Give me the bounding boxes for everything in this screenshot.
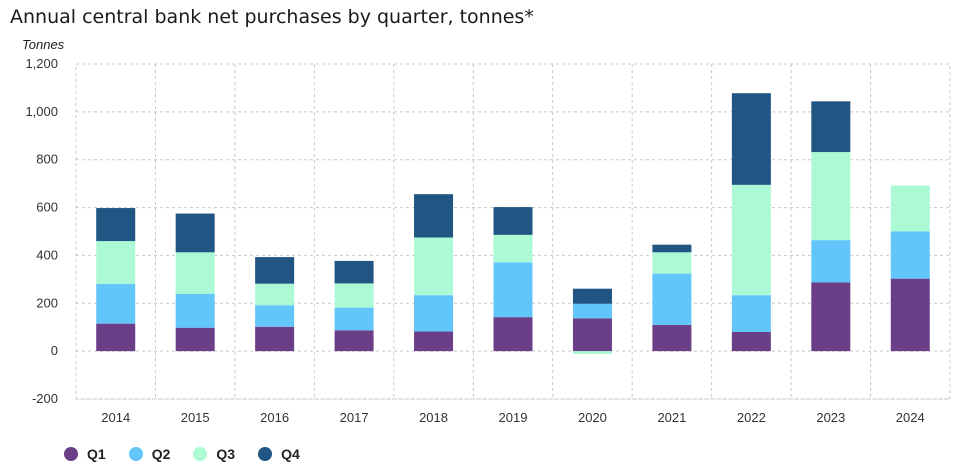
- bar-segment-q3: [572, 351, 612, 355]
- bar-segment-q3: [255, 283, 295, 306]
- bar-segment-q3: [811, 152, 851, 241]
- bar-segment-q2: [414, 295, 454, 332]
- bar-segment-q2: [175, 293, 215, 328]
- bar-segment-q1: [334, 330, 374, 352]
- bar-segment-q4: [414, 194, 454, 238]
- y-tick-label: -200: [32, 391, 58, 406]
- bar-segment-q1: [652, 324, 692, 352]
- bar-segment-q4: [255, 257, 295, 284]
- bar-segment-q4: [96, 208, 136, 242]
- bar-segment-q1: [811, 282, 851, 352]
- bar-segment-q2: [334, 307, 374, 331]
- bar-segment-q2: [255, 305, 295, 327]
- legend-item-q3: Q3: [193, 446, 235, 462]
- x-tick-label: 2014: [101, 410, 130, 425]
- legend-label: Q1: [87, 446, 106, 462]
- bar-segment-q2: [811, 240, 851, 283]
- bar-segment-q3: [493, 234, 533, 263]
- y-tick-label: 800: [36, 152, 58, 167]
- bar-segment-q1: [255, 326, 295, 352]
- bar-segment-q3: [414, 237, 454, 296]
- y-axis-unit-label: Tonnes: [22, 37, 65, 52]
- bar-segment-q4: [334, 260, 374, 284]
- x-tick-label: 2018: [419, 410, 448, 425]
- legend-swatch: [193, 447, 208, 461]
- bar-segment-q2: [572, 303, 612, 319]
- y-tick-label: 0: [51, 343, 58, 358]
- x-tick-label: 2015: [181, 410, 210, 425]
- bar-segment-q4: [572, 288, 612, 304]
- bar-segment-q1: [731, 332, 771, 352]
- legend-item-q2: Q2: [128, 446, 171, 462]
- legend-swatch: [128, 447, 143, 461]
- x-tick-label: 2020: [578, 410, 607, 425]
- bar-segment-q4: [493, 207, 533, 235]
- legend: Q1 Q2 Q3 Q4: [64, 446, 323, 462]
- y-tick-labels: -200 0 200 400 600 800 1,000 1,200: [25, 56, 58, 406]
- bar-segment-q1: [175, 327, 215, 352]
- x-tick-label: 2024: [896, 410, 925, 425]
- x-tick-label: 2016: [260, 410, 289, 425]
- bar-segment-q3: [175, 252, 215, 294]
- y-tick-label: 1,000: [25, 104, 58, 119]
- legend-swatch: [258, 447, 273, 461]
- bar-segment-q4: [811, 101, 851, 153]
- y-tick-label: 1,200: [25, 56, 58, 71]
- x-tick-label: 2021: [657, 410, 686, 425]
- bar-segment-q1: [493, 317, 533, 352]
- bar-segment-q1: [96, 323, 136, 352]
- bar-segment-q1: [414, 331, 454, 352]
- x-tick-label: 2022: [737, 410, 766, 425]
- x-tick-label: 2023: [816, 410, 845, 425]
- legend-label: Q3: [216, 446, 236, 462]
- bar-segment-q2: [96, 283, 136, 324]
- bar-segment-q1: [572, 318, 612, 352]
- legend-swatch: [64, 447, 78, 461]
- bar-segment-q3: [731, 184, 771, 296]
- bars-group: [96, 93, 930, 355]
- x-tick-labels: 2014 2015 2016 2017 2018 2019 2020 2021 2022 2023…: [101, 410, 924, 425]
- legend-item-q1: Q1: [64, 446, 106, 462]
- grid-lines: [75, 63, 951, 400]
- bar-segment-q4: [175, 213, 215, 253]
- y-tick-label: 200: [36, 295, 58, 310]
- bar-segment-q1: [890, 278, 930, 352]
- y-tick-label: 400: [36, 247, 58, 262]
- bar-segment-q2: [890, 231, 930, 279]
- plot-border: [75, 63, 951, 400]
- bar-segment-q2: [731, 295, 771, 332]
- bar-segment-q2: [493, 262, 533, 318]
- bar-segment-q3: [890, 185, 930, 232]
- chart-title: Annual central bank net purchases by qua…: [10, 6, 534, 28]
- bar-segment-q3: [96, 241, 136, 284]
- bar-segment-q2: [652, 273, 692, 325]
- x-tick-label: 2019: [499, 410, 528, 425]
- legend-label: Q2: [151, 446, 171, 462]
- bar-segment-q3: [652, 252, 692, 274]
- y-tick-label: 600: [36, 200, 58, 215]
- bar-segment-q3: [334, 283, 374, 308]
- legend-item-q4: Q4: [258, 446, 300, 462]
- legend-label: Q4: [281, 446, 300, 462]
- x-tick-label: 2017: [340, 410, 369, 425]
- bar-segment-q4: [731, 93, 771, 185]
- bar-segment-q4: [652, 244, 692, 253]
